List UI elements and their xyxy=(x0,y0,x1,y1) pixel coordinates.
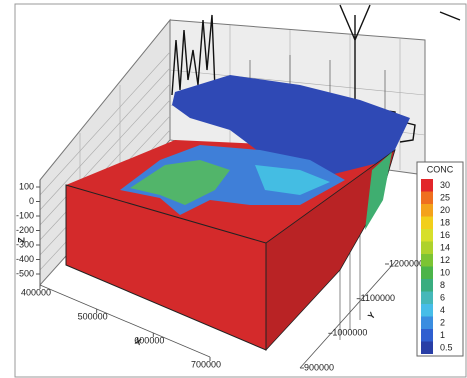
z-tick-label: 100 xyxy=(19,181,34,191)
legend-label: 12 xyxy=(440,255,450,265)
legend-swatch xyxy=(421,292,433,305)
legend-label: 10 xyxy=(440,267,450,277)
legend-label: 2 xyxy=(440,317,445,327)
y-tick-label: 1100000 xyxy=(361,293,395,303)
z-tick-label: -200 xyxy=(16,225,34,235)
legend-swatch xyxy=(421,192,433,205)
x-tick-label: 500000 xyxy=(78,311,108,321)
legend-swatch xyxy=(421,242,433,255)
legend-swatch xyxy=(421,229,433,242)
x-tick-label: 600000 xyxy=(134,335,164,345)
legend-swatch xyxy=(421,304,433,317)
x-tick-label: 700000 xyxy=(191,359,221,369)
legend-label: 20 xyxy=(440,205,450,215)
legend-label: 1 xyxy=(440,330,445,340)
legend-swatch xyxy=(421,217,433,230)
legend-label: 16 xyxy=(440,230,450,240)
legend-swatch xyxy=(421,179,433,192)
legend-swatch xyxy=(421,267,433,280)
legend-swatch xyxy=(421,342,433,355)
legend-title: CONC xyxy=(427,164,454,174)
legend-swatch xyxy=(421,329,433,342)
legend-label: 4 xyxy=(440,305,445,315)
y-tick-label: 900000 xyxy=(304,362,334,372)
legend-swatch xyxy=(421,204,433,217)
x-tick-label: 400000 xyxy=(21,287,51,297)
legend-label: 6 xyxy=(440,292,445,302)
legend-label: 18 xyxy=(440,217,450,227)
z-tick-label: -500 xyxy=(16,268,34,278)
z-tick-label: -400 xyxy=(16,254,34,264)
z-tick-label: -300 xyxy=(16,239,34,249)
z-tick-label: -100 xyxy=(16,210,34,220)
chart: Z X Y CONC 1000-100-200-300-400-50040000… xyxy=(0,0,467,378)
y-tick-label: 1000000 xyxy=(332,328,367,338)
legend-swatch xyxy=(421,317,433,330)
legend-label: 25 xyxy=(440,192,450,202)
legend-swatch xyxy=(421,279,433,292)
legend-label: 14 xyxy=(440,242,450,252)
legend-swatch xyxy=(421,254,433,267)
y-tick-label: 1200000 xyxy=(389,258,424,268)
legend-label: 0.5 xyxy=(440,342,453,352)
z-tick-label: 0 xyxy=(29,196,34,206)
legend-label: 8 xyxy=(440,280,445,290)
legend-label: 30 xyxy=(440,180,450,190)
